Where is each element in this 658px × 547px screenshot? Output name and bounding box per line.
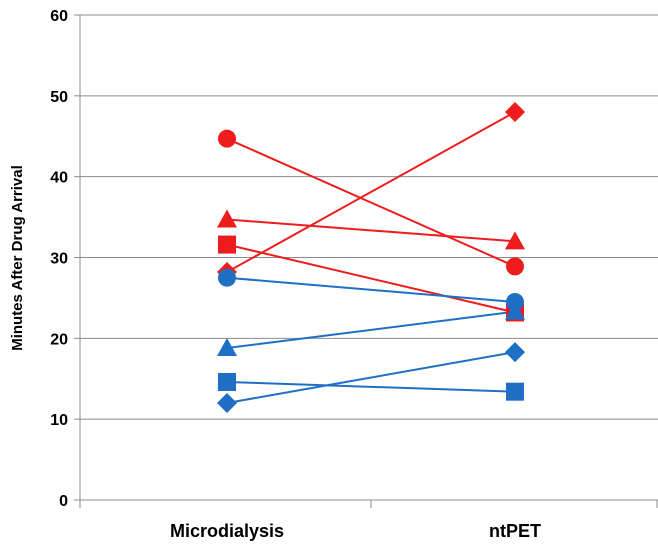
x-category-labels: Microdialysis ntPET: [170, 521, 541, 541]
series-line: [226, 310, 516, 350]
series-markers: [217, 102, 525, 413]
data-point-square: [218, 372, 236, 391]
x-category-label: ntPET: [489, 521, 541, 541]
y-axis-title: Minutes After Drug Arrival: [9, 165, 26, 351]
data-point-circle: [218, 268, 236, 287]
series-line: [226, 218, 516, 243]
series-line: [226, 380, 516, 393]
x-category-label: Microdialysis: [170, 521, 284, 541]
gridlines: [80, 14, 658, 420]
series-lines: [226, 111, 516, 404]
y-tick-label: 40: [50, 170, 68, 187]
data-point-triangle: [505, 301, 525, 320]
data-point-diamond: [217, 393, 237, 413]
data-point-diamond: [505, 102, 525, 122]
data-point-circle: [506, 257, 524, 276]
data-point-triangle: [217, 209, 237, 228]
y-tick-label: 10: [50, 412, 68, 429]
y-tick-label: 30: [50, 251, 68, 268]
series-line: [226, 111, 516, 273]
y-tick-label: 60: [50, 8, 68, 25]
data-point-triangle: [505, 231, 525, 250]
data-point-circle: [218, 129, 236, 148]
y-tick-label: 20: [50, 331, 68, 348]
series-line: [226, 137, 516, 268]
y-tick-label: 50: [50, 89, 68, 106]
data-point-square: [218, 235, 236, 254]
series-line: [226, 351, 516, 404]
axes: [74, 14, 658, 508]
data-point-triangle: [217, 338, 237, 357]
data-point-square: [506, 382, 524, 401]
data-point-diamond: [505, 342, 525, 363]
y-tick-label: 0: [59, 493, 68, 510]
series-line: [226, 243, 516, 314]
y-tick-labels: 0 10 20 30 40 50 60: [50, 8, 68, 510]
series-line: [226, 276, 516, 303]
